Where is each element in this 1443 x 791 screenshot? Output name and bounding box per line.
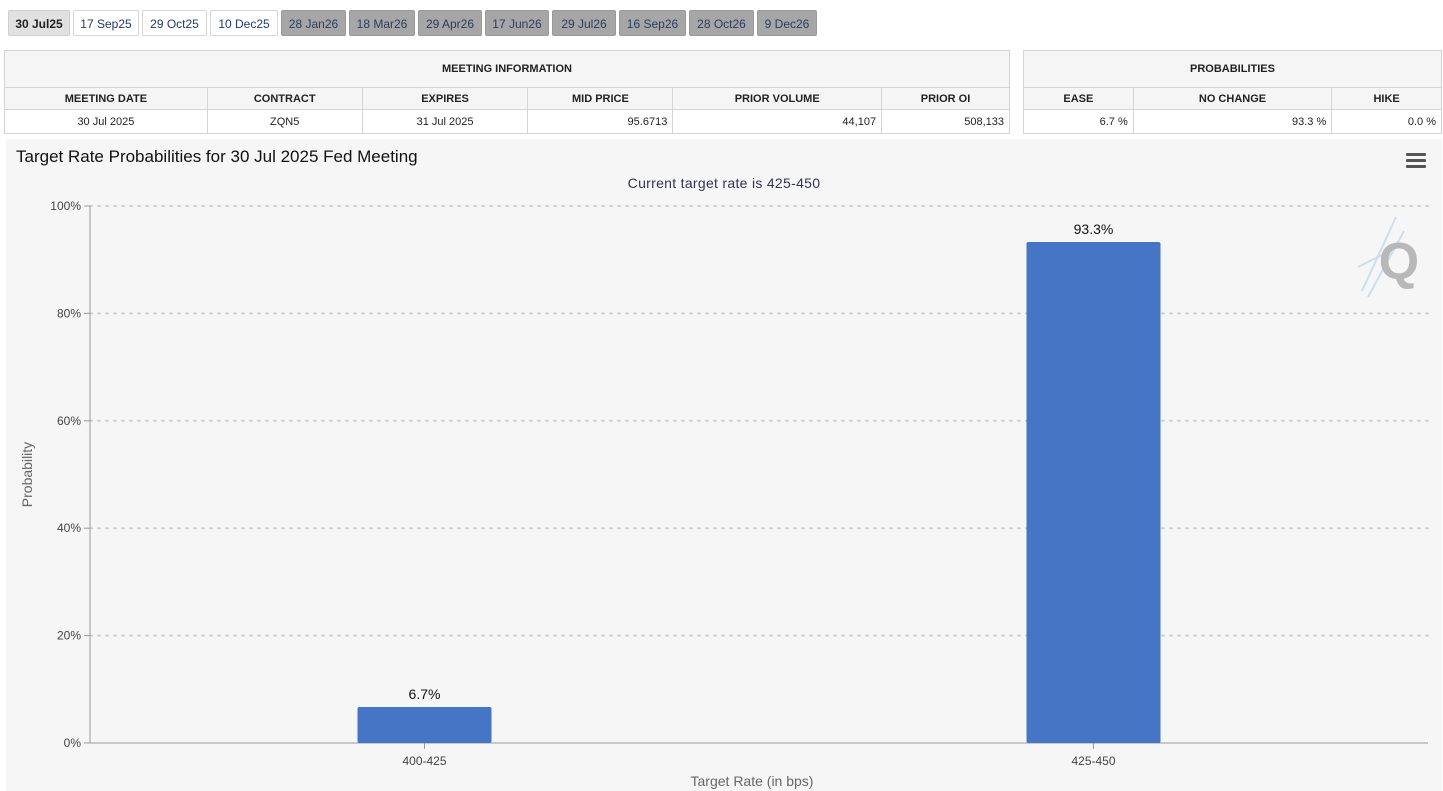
contract-cell: ZQN5 [206,109,363,134]
meeting-information-table: MEETING INFORMATION MEETING DATE CONTRAC… [4,50,1010,134]
prior-oi-cell: 508,133 [881,109,1010,134]
column-header: NO CHANGE [1132,87,1333,110]
probabilities-header: PROBABILITIES [1023,50,1442,88]
tab-meeting-date[interactable]: 30 Jul25 [8,10,70,36]
tab-meeting-date[interactable]: 16 Sep26 [619,10,686,36]
bar-data-label: 93.3% [1074,221,1114,237]
bar [357,707,492,743]
ease-cell: 6.7 % [1023,109,1134,134]
tab-meeting-date[interactable]: 17 Sep25 [73,10,139,36]
tab-meeting-date[interactable]: 28 Jan26 [281,10,346,36]
tab-meeting-date[interactable]: 17 Jun26 [485,10,549,36]
tab-meeting-date[interactable]: 28 Oct26 [689,10,754,36]
column-header: EASE [1023,87,1134,110]
x-tick-label: 400-425 [402,754,446,768]
tab-meeting-date[interactable]: 29 Jul26 [552,10,616,36]
column-header: EXPIRES [361,87,529,110]
tab-meeting-date[interactable]: 29 Apr26 [418,10,482,36]
mid-price-cell: 95.6713 [527,109,674,134]
tab-meeting-date[interactable]: 9 Dec26 [757,10,817,36]
y-tick-label: 100% [50,199,81,213]
meeting-information-header: MEETING INFORMATION [4,50,1010,88]
prior-volume-cell: 44,107 [672,109,883,134]
table-row: 30 Jul 2025 ZQN5 31 Jul 2025 95.6713 44,… [4,109,1010,134]
y-tick-label: 80% [57,306,81,320]
column-header: CONTRACT [206,87,363,110]
x-axis-title: Target Rate (in bps) [691,773,814,789]
y-tick-label: 20% [57,629,81,643]
column-header: HIKE [1331,87,1442,110]
column-header: PRIOR OI [881,87,1010,110]
y-axis-title: Probability [19,442,35,507]
table-row: 6.7 % 93.3 % 0.0 % [1023,109,1442,134]
column-header: MID PRICE [527,87,674,110]
watermark-logo: Q [1357,216,1419,298]
y-tick-label: 60% [57,414,81,428]
y-tick-label: 40% [57,521,81,535]
tab-meeting-date[interactable]: 29 Oct25 [142,10,207,36]
target-rate-chart: 0% 20% 40% 60% 80% 100% 6.7% 400-425 93.3% 425-45… [6,139,1442,791]
chart-subtitle: Current target rate is 425-450 [627,175,821,191]
bar-data-label: 6.7% [409,686,441,702]
meeting-date-cell: 30 Jul 2025 [4,109,208,134]
column-header: MEETING DATE [4,87,208,110]
chart-plot-area: 0% 20% 40% 60% 80% 100% 6.7% 400-425 93.3% 425-45… [19,199,1429,789]
hamburger-menu-icon[interactable] [1406,153,1426,169]
x-tick-label: 425-450 [1071,754,1115,768]
bar [1026,241,1161,743]
probabilities-table: PROBABILITIES EASE NO CHANGE HIKE 6.7 % … [1023,50,1442,134]
y-tick-label: 0% [64,736,82,750]
expires-cell: 31 Jul 2025 [361,109,529,134]
column-header: PRIOR VOLUME [672,87,883,110]
no-change-cell: 93.3 % [1132,109,1333,134]
tab-meeting-date[interactable]: 18 Mar26 [349,10,415,36]
watermark-letter: Q [1379,233,1419,291]
chart-title: Target Rate Probabilities for 30 Jul 202… [16,147,418,166]
hike-cell: 0.0 % [1331,109,1442,134]
tab-meeting-date[interactable]: 10 Dec25 [210,10,278,36]
